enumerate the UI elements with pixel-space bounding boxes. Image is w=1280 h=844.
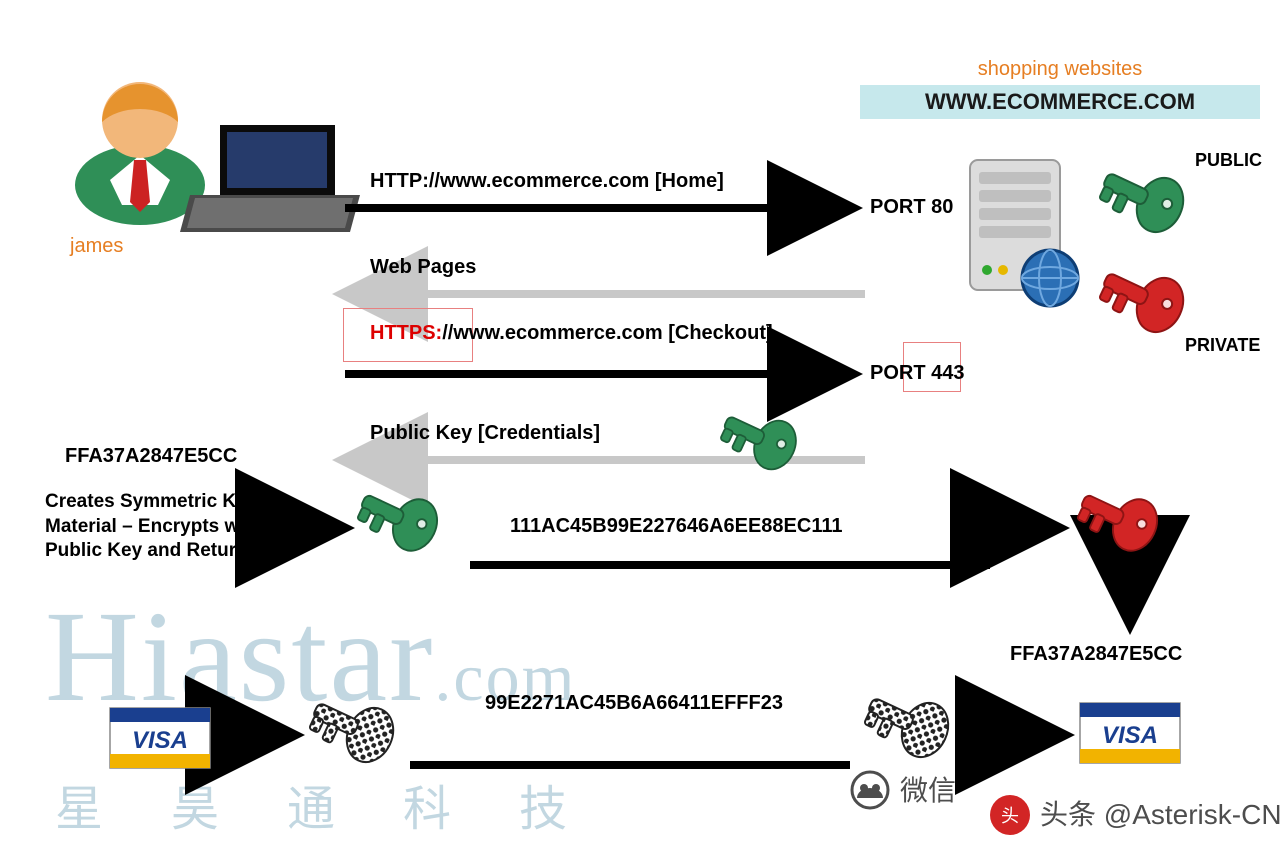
watermark: Hiastar.com 星 昊 通 科 技 <box>0 0 1280 844</box>
svg-text:头条 @Asterisk-CN: 头条 @Asterisk-CN <box>1040 799 1280 830</box>
user-icon <box>75 82 205 225</box>
svg-text:头: 头 <box>1001 806 1019 826</box>
site-subtitle: shopping websites <box>870 58 1250 81</box>
svg-text:VISA: VISA <box>132 727 188 754</box>
symmetric-note: Creates Symmetric Key Material – Encrypt… <box>45 490 300 564</box>
public-key-label: PUBLIC <box>1195 150 1262 171</box>
visa-card-right-icon: VISA <box>1080 703 1180 763</box>
https-label: HTTPS://www.ecommerce.com [Checkout] <box>370 322 773 345</box>
public-key-icon <box>1094 154 1192 239</box>
session-key-right-icon <box>859 679 957 764</box>
private-key-icon <box>1094 254 1192 339</box>
encrypted-payload-hex: 99E2271AC45B6A66411EFFF23 <box>485 692 783 715</box>
svg-text:微信: 微信 <box>900 775 956 806</box>
svg-text:星 昊 通 科 技: 星 昊 通 科 技 <box>55 783 595 836</box>
private-key-label: PRIVATE <box>1185 335 1260 356</box>
green-key-left-icon <box>352 477 445 558</box>
server-icon <box>970 160 1078 306</box>
encrypted-key-hex: 111AC45B99E227646A6EE88EC111 <box>510 515 843 538</box>
site-header: WWW.ECOMMERCE.COM <box>860 85 1260 119</box>
http-label: HTTP://www.ecommerce.com [Home] <box>370 170 724 193</box>
user-name-label: james <box>70 235 123 258</box>
webpages-label: Web Pages <box>370 256 476 279</box>
port80-label: PORT 80 <box>870 196 953 219</box>
pubkey-label: Public Key [Credentials] <box>370 422 600 445</box>
laptop-icon <box>180 125 360 232</box>
decrypted-key-code: FFA37A2847E5CC <box>1010 643 1182 666</box>
footer-overlay: 微信 头 头条 @Asterisk-CN <box>0 0 1280 844</box>
pubkey-on-flow-icon <box>715 399 803 476</box>
visa-card-left-icon: VISA <box>110 708 210 768</box>
port443-label: PORT 443 <box>870 362 964 385</box>
svg-text:VISA: VISA <box>1102 722 1158 749</box>
session-key-left-icon <box>304 684 402 769</box>
red-key-right-icon <box>1072 477 1165 558</box>
arrows-layer <box>0 0 1280 844</box>
session-key-code: FFA37A2847E5CC <box>65 445 237 468</box>
